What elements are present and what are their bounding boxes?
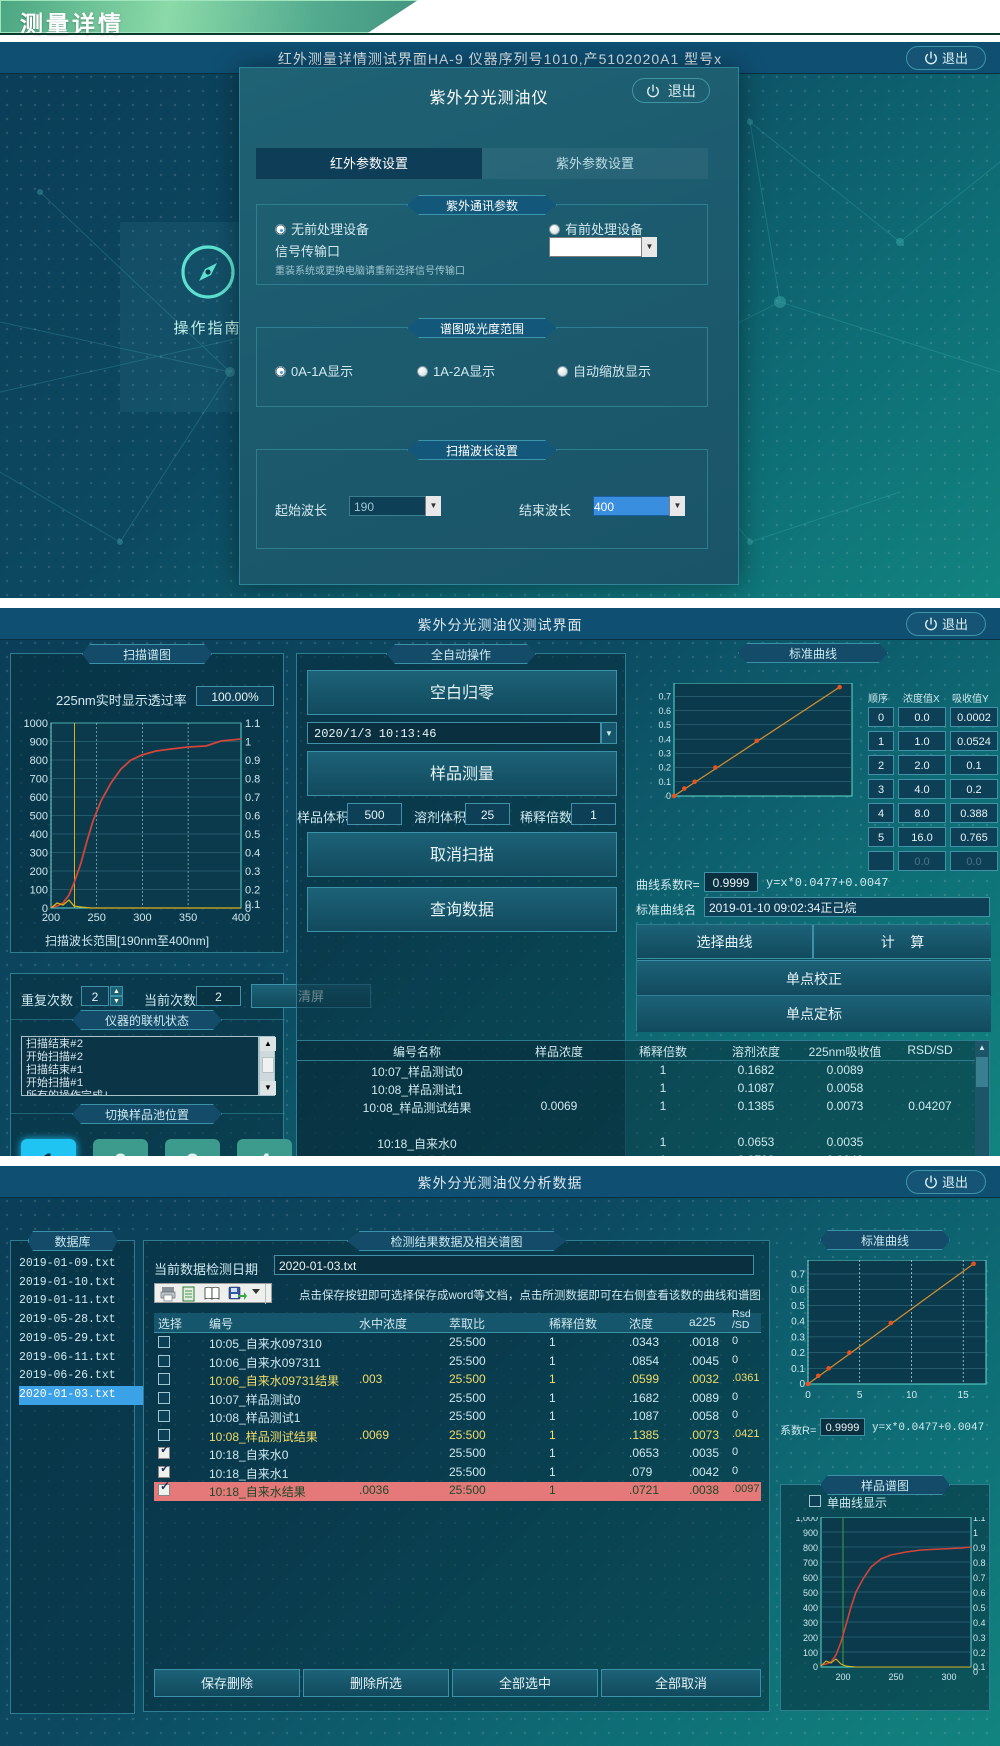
svg-text:0.5: 0.5 — [245, 829, 260, 841]
svg-text:0.7: 0.7 — [791, 1270, 805, 1281]
svg-text:0.5: 0.5 — [658, 720, 671, 730]
svg-text:15: 15 — [958, 1390, 970, 1401]
svg-text:300: 300 — [133, 912, 151, 924]
svg-text:200: 200 — [42, 912, 60, 924]
svg-text:500: 500 — [803, 1588, 818, 1598]
svg-text:0.3: 0.3 — [245, 866, 260, 878]
svg-text:0.3: 0.3 — [658, 749, 671, 759]
svg-text:5: 5 — [857, 1390, 863, 1401]
svg-text:250: 250 — [88, 912, 106, 924]
svg-text:200: 200 — [835, 1672, 850, 1682]
svg-text:1: 1 — [973, 1528, 978, 1538]
svg-text:0.9: 0.9 — [245, 755, 260, 767]
svg-text:1.1: 1.1 — [245, 718, 260, 730]
svg-text:800: 800 — [30, 755, 48, 767]
svg-text:0: 0 — [813, 1662, 818, 1672]
svg-text:0.7: 0.7 — [973, 1573, 986, 1583]
svg-text:0: 0 — [805, 1390, 811, 1401]
svg-text:0.6: 0.6 — [245, 811, 260, 823]
svg-text:0.3: 0.3 — [791, 1332, 805, 1343]
svg-text:0.8: 0.8 — [245, 774, 260, 786]
svg-text:1,000: 1,000 — [795, 1517, 818, 1523]
svg-text:0: 0 — [799, 1379, 805, 1390]
svg-text:0.5: 0.5 — [973, 1603, 986, 1613]
svg-text:0.1: 0.1 — [791, 1364, 805, 1375]
svg-text:0.6: 0.6 — [973, 1588, 986, 1598]
svg-text:0.4: 0.4 — [973, 1618, 986, 1628]
svg-text:300: 300 — [941, 1672, 956, 1682]
svg-text:0.7: 0.7 — [245, 792, 260, 804]
svg-text:0.1: 0.1 — [658, 777, 671, 787]
svg-text:0: 0 — [973, 1667, 978, 1677]
svg-text:350: 350 — [179, 912, 197, 924]
svg-text:200: 200 — [803, 1633, 818, 1643]
svg-text:0.4: 0.4 — [245, 848, 260, 860]
svg-text:400: 400 — [803, 1603, 818, 1613]
svg-text:600: 600 — [30, 792, 48, 804]
svg-text:0: 0 — [666, 791, 671, 801]
svg-text:0.2: 0.2 — [658, 763, 671, 773]
svg-text:600: 600 — [803, 1573, 818, 1583]
svg-text:0.9: 0.9 — [973, 1543, 986, 1553]
svg-text:1.1: 1.1 — [973, 1517, 986, 1523]
svg-text:0.7: 0.7 — [658, 692, 671, 702]
svg-text:400: 400 — [30, 829, 48, 841]
svg-text:700: 700 — [803, 1558, 818, 1568]
svg-text:0.6: 0.6 — [791, 1285, 805, 1296]
svg-text:300: 300 — [30, 848, 48, 860]
svg-text:0.5: 0.5 — [791, 1301, 805, 1312]
svg-text:0.8: 0.8 — [973, 1558, 986, 1568]
svg-text:900: 900 — [803, 1528, 818, 1538]
svg-text:800: 800 — [803, 1543, 818, 1553]
svg-text:500: 500 — [30, 811, 48, 823]
svg-text:250: 250 — [888, 1672, 903, 1682]
svg-text:100: 100 — [803, 1648, 818, 1658]
svg-text:300: 300 — [803, 1618, 818, 1628]
svg-text:0.2: 0.2 — [245, 885, 260, 897]
svg-text:0.3: 0.3 — [973, 1633, 986, 1643]
svg-text:400: 400 — [232, 912, 250, 924]
svg-text:900: 900 — [30, 737, 48, 749]
svg-text:700: 700 — [30, 774, 48, 786]
svg-text:1: 1 — [245, 737, 251, 749]
svg-text:1000: 1000 — [24, 718, 48, 730]
svg-text:200: 200 — [30, 866, 48, 878]
svg-text:0.6: 0.6 — [658, 706, 671, 716]
svg-text:10: 10 — [906, 1390, 918, 1401]
svg-text:0.2: 0.2 — [973, 1648, 986, 1658]
svg-text:0.2: 0.2 — [791, 1348, 805, 1359]
svg-text:0.4: 0.4 — [791, 1317, 805, 1328]
svg-text:100: 100 — [30, 885, 48, 897]
svg-text:0.4: 0.4 — [658, 734, 671, 744]
